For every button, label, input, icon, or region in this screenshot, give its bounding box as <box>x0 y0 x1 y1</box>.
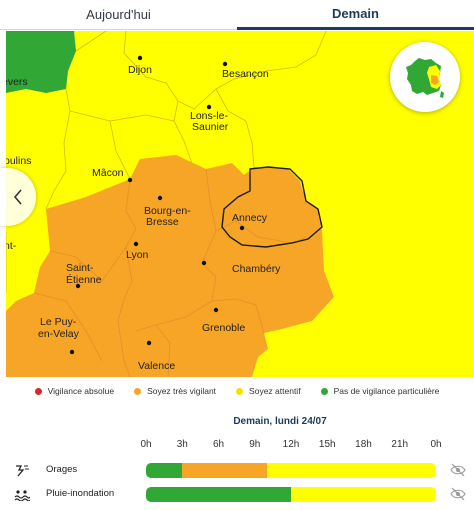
city-label-valence: Valence <box>138 360 175 372</box>
legend-item-orange: Soyez très vigilant <box>134 386 216 396</box>
city-label-le-puy-1: Le Puy- <box>40 316 77 328</box>
hour-label: 21h <box>391 439 408 450</box>
city-label-annecy: Annecy <box>232 212 268 224</box>
hour-label: 12h <box>283 439 300 450</box>
legend-label-red: Vigilance absolue <box>48 386 114 396</box>
timeline-segment-green <box>146 487 291 502</box>
city-dot-lyon <box>134 242 138 246</box>
storm-icon <box>14 463 30 477</box>
city-label-bourg-2: Bresse <box>146 216 179 228</box>
legend-item-yellow: Soyez attentif <box>236 386 301 396</box>
timeline-row-orages: Orages <box>0 461 474 479</box>
legend-dot-red <box>35 388 42 395</box>
city-label-saint-etienne-2: Étienne <box>66 273 102 286</box>
timeline-segment-orange <box>182 463 267 478</box>
chevron-left-icon <box>12 188 24 206</box>
city-label-besancon: Besançon <box>222 68 269 80</box>
timeline-bar-pluie-inondation[interactable] <box>146 487 436 502</box>
timeline-title: Demain, lundi 24/07 <box>0 416 474 427</box>
hour-label: 3h <box>177 439 188 450</box>
vigilance-legend: Vigilance absolue Soyez très vigilant So… <box>0 383 474 399</box>
eye-slash-icon[interactable] <box>450 487 466 501</box>
city-label-saint-etienne-1: Saint- <box>66 262 94 274</box>
city-label-le-puy-2: en-Velay <box>38 328 80 340</box>
legend-item-red: Vigilance absolue <box>35 386 114 396</box>
hour-label: 9h <box>249 439 260 450</box>
hour-label: 0h <box>430 439 441 450</box>
legend-item-green: Pas de vigilance particulière <box>321 386 440 396</box>
city-label-chambery: Chambéry <box>232 263 281 275</box>
legend-dot-green <box>321 388 328 395</box>
timeline-segment-yellow <box>291 487 436 502</box>
city-dot-besancon <box>223 62 227 66</box>
city-dot-le-puy <box>70 350 74 354</box>
eye-slash-icon[interactable] <box>450 463 466 477</box>
hour-label: 18h <box>355 439 372 450</box>
city-label-moulins: oulins <box>6 155 31 167</box>
legend-dot-orange <box>134 388 141 395</box>
timeline-segment-green <box>146 463 182 478</box>
day-tabs: Aujourd'hui Demain <box>0 0 474 30</box>
city-dot-lons <box>207 105 211 109</box>
legend-label-yellow: Soyez attentif <box>249 386 301 396</box>
france-minimap-icon <box>403 55 447 99</box>
rain-flood-icon <box>14 487 30 501</box>
tab-tomorrow[interactable]: Demain <box>237 0 474 30</box>
city-dot-grenoble <box>214 308 218 312</box>
legend-dot-yellow <box>236 388 243 395</box>
city-label-grenoble: Grenoble <box>202 322 245 334</box>
row-label-pluie-inondation: Pluie-inondation <box>46 488 114 499</box>
city-label-lons-2: Saunier <box>192 121 229 133</box>
city-label-nevers: evers <box>6 76 28 88</box>
hour-label: 6h <box>213 439 224 450</box>
france-minimap-button[interactable] <box>390 42 460 112</box>
city-dot-chambery <box>202 261 206 265</box>
timeline-row-pluie-inondation: Pluie-inondation <box>0 485 474 503</box>
row-label-orages: Orages <box>46 464 77 475</box>
city-dot-dijon <box>138 56 142 60</box>
hour-label: 15h <box>319 439 336 450</box>
tab-today[interactable]: Aujourd'hui <box>0 0 237 30</box>
city-label-dijon: Dijon <box>128 64 152 76</box>
city-dot-valence <box>147 341 151 345</box>
city-label-lyon: Lyon <box>126 249 149 261</box>
timeline-bar-orages[interactable] <box>146 463 436 478</box>
city-dot-macon <box>128 178 132 182</box>
timeline-segment-yellow <box>267 463 436 478</box>
legend-label-green: Pas de vigilance particulière <box>334 386 440 396</box>
legend-label-orange: Soyez très vigilant <box>147 386 216 396</box>
timeline-hours: 0h 3h 6h 9h 12h 15h 18h 21h 0h <box>146 439 436 453</box>
hour-label: 0h <box>140 439 151 450</box>
city-label-macon: Mâcon <box>92 167 124 179</box>
city-dot-bourg <box>158 196 162 200</box>
city-label-left-edge: nt- <box>6 240 17 252</box>
city-dot-annecy <box>240 226 244 230</box>
